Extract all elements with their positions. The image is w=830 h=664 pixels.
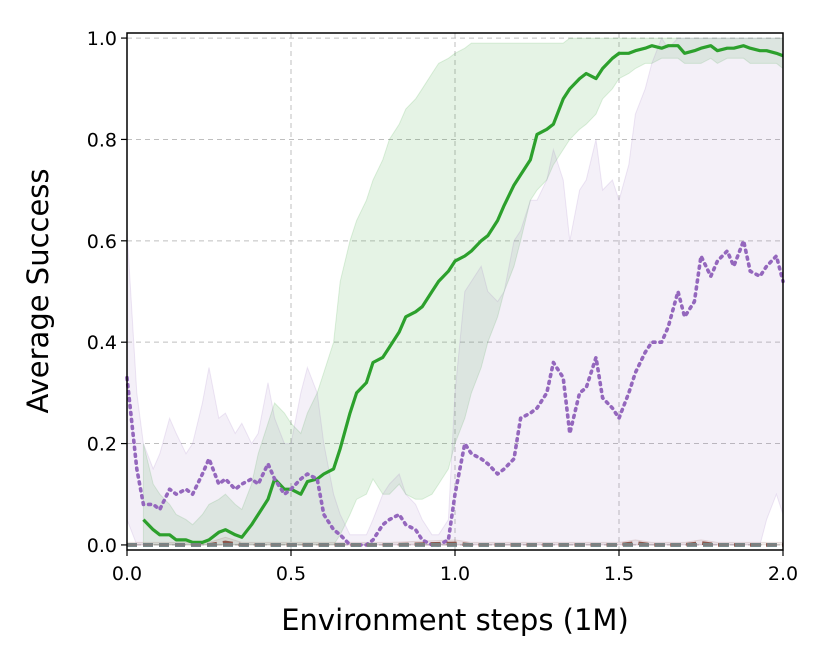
series-line-1: [142, 44, 784, 544]
y-tick-label: 1.0: [87, 28, 117, 50]
confidence-bands: [126, 37, 784, 546]
y-tick-label: 0.4: [87, 332, 117, 354]
x-tick-label: 0.0: [112, 563, 142, 585]
y-axis-title: Average Success: [21, 168, 55, 413]
x-axis-title: Environment steps (1M): [281, 603, 629, 637]
x-tick-label: 1.0: [440, 563, 470, 585]
y-tick-label: 0.0: [87, 535, 117, 557]
x-axis: 0.0 0.5 1.0 1.5 2.0: [112, 550, 798, 585]
series-line-2: [125, 239, 785, 547]
x-tick-label: 1.5: [604, 563, 634, 585]
series-lines: [125, 44, 785, 547]
y-tick-label: 0.2: [87, 434, 117, 456]
y-axis: 0.0 0.2 0.4 0.6 0.8 1.0: [87, 28, 127, 557]
y-tick-label: 0.6: [87, 231, 117, 253]
x-tick-label: 0.5: [276, 563, 306, 585]
y-tick-label: 0.8: [87, 129, 117, 151]
x-tick-label: 2.0: [768, 563, 798, 585]
